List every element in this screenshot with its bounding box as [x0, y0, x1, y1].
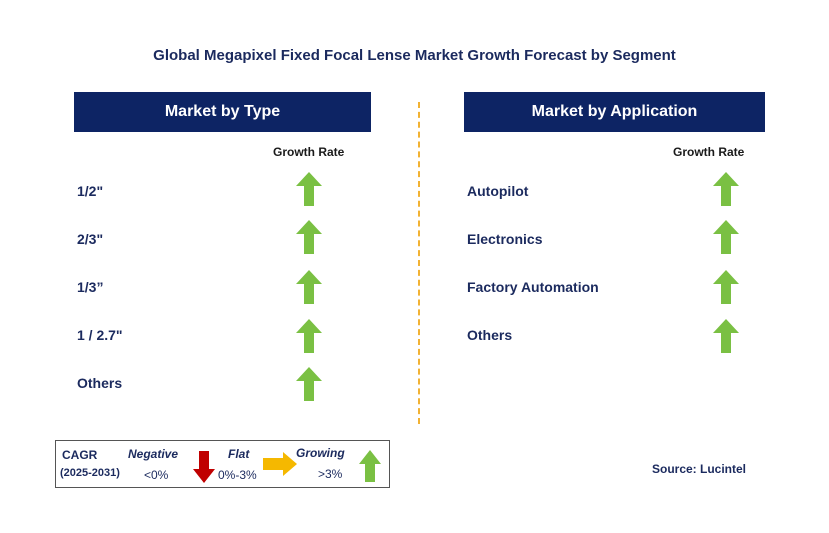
cagr-legend: CAGR (2025-2031) Negative <0% Flat 0%-3%…: [55, 440, 390, 488]
green-up-arrow-icon: [296, 270, 322, 304]
type-row-label: Others: [77, 375, 123, 391]
red-down-arrow-icon: [193, 451, 215, 483]
application-row-label: Others: [467, 327, 513, 343]
source-label: Source: Lucintel: [652, 462, 747, 476]
legend-cagr-label: CAGR: [62, 448, 98, 462]
panel-divider: [418, 102, 420, 424]
market-by-type-header-label: Market by Type: [164, 103, 281, 120]
green-up-arrow-icon: [713, 270, 739, 304]
green-up-arrow-icon: [713, 319, 739, 353]
legend-growing-range: >3%: [318, 467, 343, 481]
green-up-arrow-icon: [713, 220, 739, 254]
legend-flat-label: Flat: [228, 447, 250, 461]
type-row-label: 1/2": [77, 183, 104, 199]
page-title: Global Megapixel Fixed Focal Lense Marke…: [153, 47, 676, 64]
green-up-arrow-icon: [359, 450, 381, 482]
legend-period-label: (2025-2031): [60, 467, 120, 479]
green-up-arrow-icon: [296, 319, 322, 353]
type-row-label: 2/3": [77, 231, 104, 247]
green-up-arrow-icon: [713, 172, 739, 206]
green-up-arrow-icon: [296, 220, 322, 254]
market-by-type-header: Market by Type: [74, 92, 371, 132]
legend-flat-range: 0%-3%: [218, 468, 257, 482]
application-row-label: Factory Automation: [467, 279, 599, 295]
market-by-application-header-label: Market by Application: [531, 103, 698, 120]
application-row-label: Autopilot: [467, 183, 529, 199]
yellow-right-arrow-icon: [263, 452, 297, 476]
legend-growing-label: Growing: [296, 446, 345, 460]
application-growth-rate-label: Growth Rate: [673, 145, 745, 159]
application-row-label: Electronics: [467, 231, 543, 247]
type-growth-rate-label: Growth Rate: [273, 145, 345, 159]
market-by-application-header: Market by Application: [464, 92, 765, 132]
type-row-label: 1 / 2.7": [77, 327, 123, 343]
green-up-arrow-icon: [296, 367, 322, 401]
legend-negative-label: Negative: [128, 447, 179, 461]
type-row-label: 1/3”: [77, 279, 104, 295]
green-up-arrow-icon: [296, 172, 322, 206]
legend-negative-range: <0%: [144, 468, 169, 482]
